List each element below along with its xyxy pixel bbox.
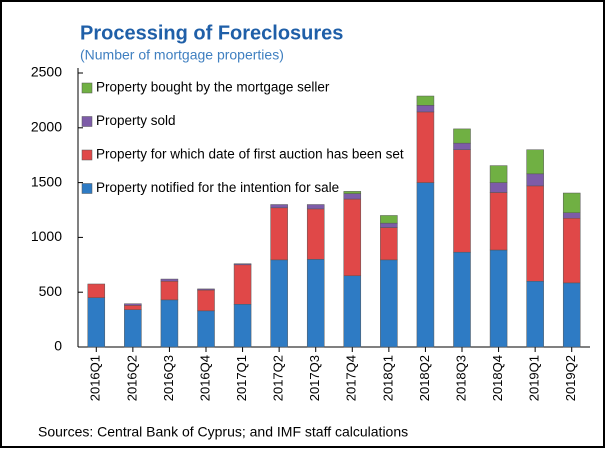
bar-segment bbox=[306, 208, 325, 260]
bar-segment bbox=[343, 198, 362, 277]
bar-segment bbox=[87, 297, 106, 348]
bar-segment bbox=[380, 227, 398, 261]
bar-segment bbox=[489, 249, 508, 348]
bar-segment bbox=[489, 165, 508, 183]
source-note: Sources: Central Bank of Cyprus; and IMF… bbox=[38, 424, 408, 440]
bar-segment bbox=[526, 173, 544, 187]
x-tick-label: 2018Q2 bbox=[417, 355, 432, 401]
x-tick-label: 2017Q4 bbox=[344, 355, 359, 401]
legend-label: Property notified for the intention for … bbox=[96, 180, 339, 195]
bar-segment bbox=[489, 182, 508, 193]
y-tick-label: 1000 bbox=[31, 228, 62, 244]
y-tick-label: 500 bbox=[39, 283, 63, 299]
x-tick-label: 2018Q1 bbox=[380, 355, 395, 401]
legend-label: Property for which date of first auction… bbox=[96, 147, 404, 162]
bar-segment bbox=[416, 111, 435, 183]
bar-segment bbox=[562, 212, 581, 219]
bar-segment bbox=[270, 204, 288, 209]
bar-segment bbox=[416, 105, 435, 113]
bar-segment bbox=[160, 299, 179, 348]
bar-segment bbox=[160, 280, 179, 301]
x-tick-label: 2016Q2 bbox=[124, 355, 139, 401]
bar-segment bbox=[416, 182, 435, 348]
bar-segment bbox=[489, 192, 508, 251]
bar-segment bbox=[562, 282, 581, 348]
y-tick-label: 2500 bbox=[31, 64, 62, 80]
chart-title: Processing of Foreclosures bbox=[80, 22, 343, 44]
bar-segment bbox=[526, 185, 544, 282]
y-tick-label: 0 bbox=[54, 338, 62, 354]
bar-segment bbox=[453, 128, 471, 144]
bar-segment bbox=[270, 259, 288, 348]
x-tick-label: 2016Q4 bbox=[197, 355, 212, 401]
x-tick-label: 2017Q3 bbox=[307, 355, 322, 401]
legend-swatch bbox=[81, 116, 93, 127]
bar-segment bbox=[562, 217, 581, 284]
legend-swatch bbox=[81, 149, 93, 161]
bar-segment bbox=[453, 251, 471, 348]
bar-segment bbox=[197, 289, 215, 312]
x-tick-label: 2019Q1 bbox=[527, 355, 542, 401]
bar-segment bbox=[233, 304, 252, 348]
bar-segment bbox=[380, 222, 398, 228]
bar-segment bbox=[233, 264, 252, 305]
legend-swatch bbox=[81, 183, 93, 194]
legend-label: Property sold bbox=[96, 113, 176, 128]
bar-segment bbox=[343, 275, 362, 348]
bar-segment bbox=[124, 305, 142, 310]
chart-subtitle: (Number of mortgage properties) bbox=[80, 47, 284, 63]
bar-segment bbox=[124, 309, 142, 348]
x-tick-label: 2019Q2 bbox=[563, 355, 578, 401]
x-tick-label: 2016Q3 bbox=[161, 355, 176, 401]
bar-segment bbox=[160, 278, 179, 282]
bar-segment bbox=[233, 263, 252, 266]
bar-segment bbox=[562, 192, 581, 213]
x-tick-label: 2018Q4 bbox=[490, 355, 505, 401]
x-tick-label: 2017Q2 bbox=[271, 355, 286, 401]
x-tick-label: 2018Q3 bbox=[453, 355, 468, 401]
bar-segment bbox=[197, 288, 215, 291]
x-tick-label: 2016Q1 bbox=[88, 355, 103, 401]
y-tick-label: 1500 bbox=[31, 173, 62, 189]
bar-segment bbox=[380, 259, 398, 348]
legend-swatch bbox=[81, 82, 93, 94]
y-tick-label: 2000 bbox=[31, 119, 62, 135]
bar-segment bbox=[124, 303, 142, 306]
x-tick-label: 2017Q1 bbox=[234, 355, 249, 401]
legend-label: Property bought by the mortgage seller bbox=[96, 80, 330, 95]
bar-segment bbox=[306, 259, 325, 348]
bar-segment bbox=[270, 207, 288, 261]
bar-segment bbox=[343, 191, 362, 194]
bar-segment bbox=[453, 142, 471, 150]
bar-segment bbox=[87, 283, 106, 298]
bar-segment bbox=[197, 310, 215, 348]
bar-segment bbox=[526, 280, 544, 348]
bar-segment bbox=[380, 215, 398, 224]
bar-segment bbox=[453, 149, 471, 253]
bar-segment bbox=[416, 95, 435, 106]
bar-segment bbox=[526, 149, 544, 175]
bar-segment bbox=[343, 193, 362, 200]
bar-segment bbox=[306, 204, 325, 210]
